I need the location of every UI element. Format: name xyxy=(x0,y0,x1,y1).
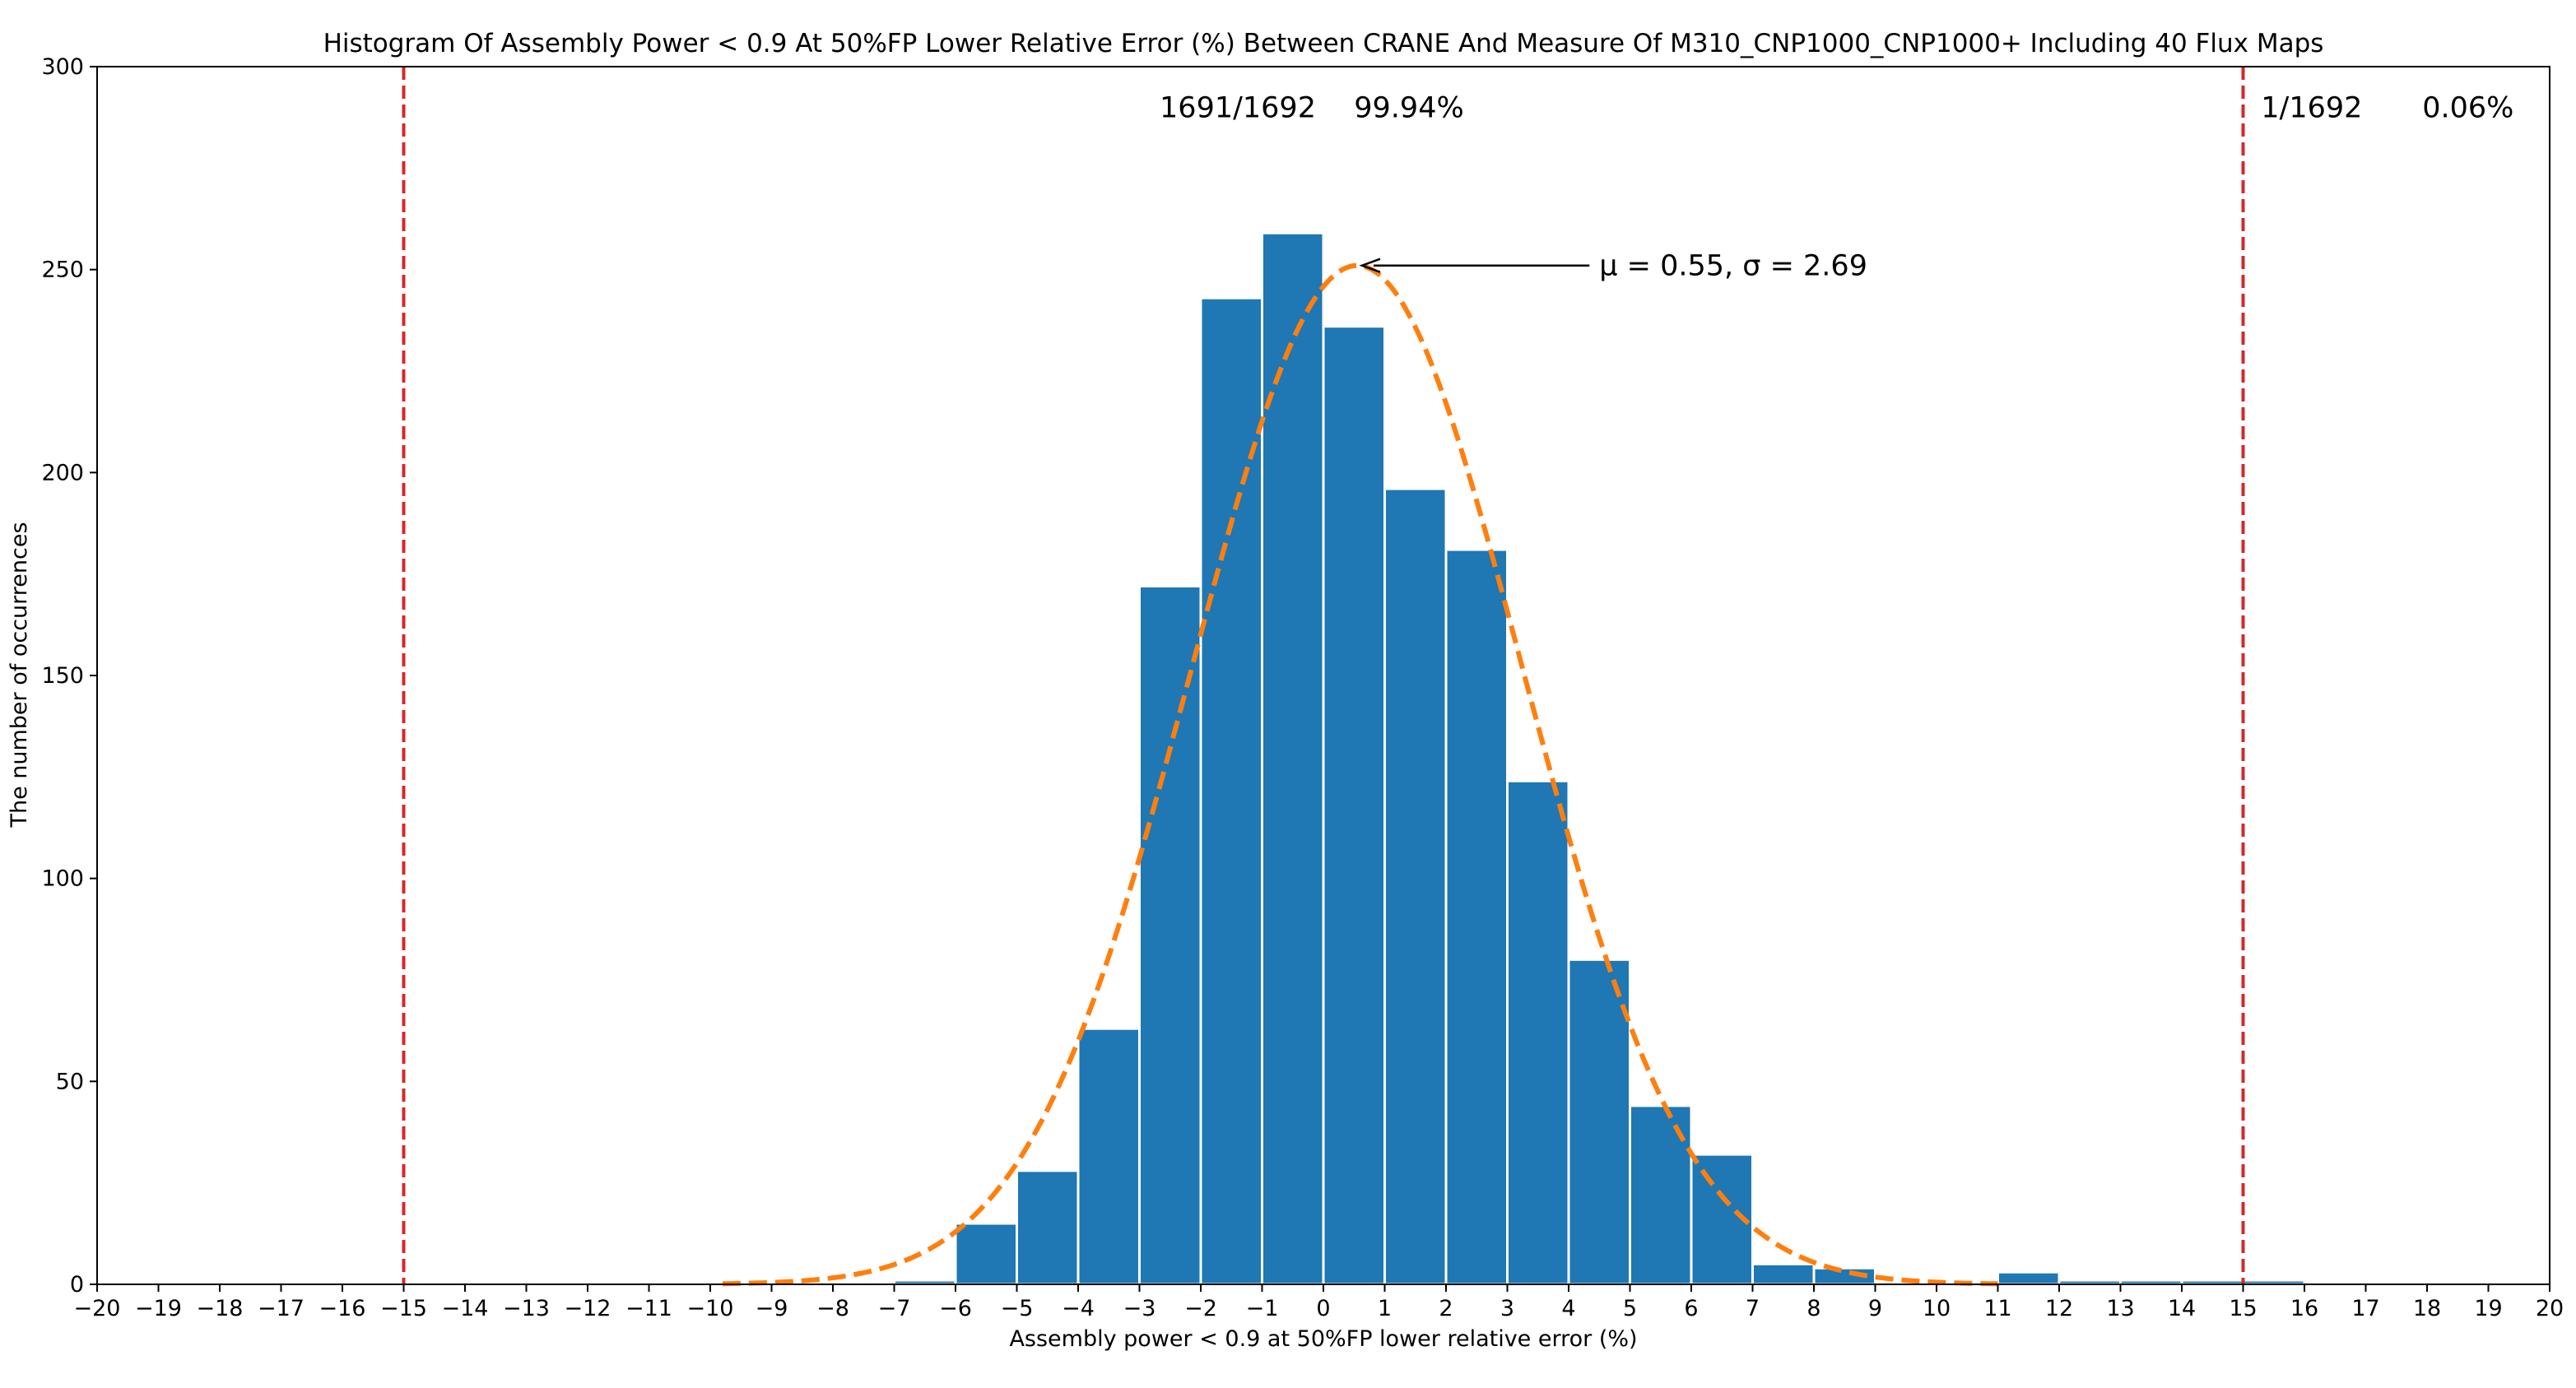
y-tick-label: 200 xyxy=(41,460,84,485)
histogram-bar xyxy=(1629,1104,1693,1286)
y-axis-label: The number of occurrences xyxy=(7,522,32,828)
x-tick-label: 18 xyxy=(2413,1296,2441,1321)
histogram-bar xyxy=(954,1222,1018,1286)
x-tick-label: −13 xyxy=(503,1296,550,1321)
histogram-bar xyxy=(1444,548,1509,1286)
fit-parameters-label: μ = 0.55, σ = 2.69 xyxy=(1599,250,1867,283)
x-tick-label: −19 xyxy=(135,1296,182,1321)
x-tick-label: −9 xyxy=(756,1296,788,1321)
x-tick-label: 20 xyxy=(2536,1296,2564,1321)
x-tick-label: 10 xyxy=(1923,1296,1951,1321)
x-tick-label: 14 xyxy=(2168,1296,2196,1321)
x-tick-label: −12 xyxy=(565,1296,611,1321)
y-tick-label: 0 xyxy=(70,1272,84,1297)
histogram-bar xyxy=(1261,231,1325,1286)
y-tick-label: 300 xyxy=(41,54,84,80)
x-tick-label: −6 xyxy=(939,1296,972,1321)
x-tick-label: 1 xyxy=(1378,1296,1392,1321)
x-tick-label: −8 xyxy=(816,1296,849,1321)
histogram-bar xyxy=(1751,1262,1816,1286)
histogram-bar xyxy=(1016,1169,1080,1286)
x-tick-label: −1 xyxy=(1246,1296,1279,1321)
x-tick-label: 5 xyxy=(1623,1296,1637,1321)
histogram-bar xyxy=(1997,1270,2061,1286)
x-tick-label: 17 xyxy=(2351,1296,2379,1321)
x-tick-label: 12 xyxy=(2045,1296,2073,1321)
y-tick-label: 50 xyxy=(56,1069,84,1094)
histogram-bar xyxy=(1567,958,1631,1286)
x-tick-label: −5 xyxy=(1001,1296,1034,1321)
limit-lines xyxy=(402,67,2245,1284)
x-axis-label: Assembly power < 0.9 at 50%FP lower rela… xyxy=(1009,1326,1637,1352)
annotation-arrow-head xyxy=(1359,258,1381,273)
x-tick-label: −20 xyxy=(74,1296,121,1321)
x-tick-label: −15 xyxy=(380,1296,427,1321)
histogram-bar xyxy=(1506,779,1570,1286)
histogram-bar xyxy=(1138,584,1202,1286)
chart-annotations: μ = 0.55, σ = 2.69 1691/1692 99.94% 1/1692 0… xyxy=(1160,91,2513,282)
histogram-bar xyxy=(1322,325,1386,1286)
x-tick-label: 16 xyxy=(2290,1296,2318,1321)
x-tick-label: 13 xyxy=(2106,1296,2134,1321)
x-tick-label: −7 xyxy=(878,1296,911,1321)
x-tick-label: −17 xyxy=(258,1296,305,1321)
x-tick-label: −3 xyxy=(1123,1296,1156,1321)
x-tick-label: 0 xyxy=(1316,1296,1330,1321)
y-axis-ticks: 0 50 100 150 200 250 300 xyxy=(41,54,97,1297)
x-tick-label: 6 xyxy=(1684,1296,1698,1321)
x-axis-ticks: −20 −19 −18 −17 −16 −15 −14 −13 −12 −11 −10 −9 −8 −7−… xyxy=(74,1284,2564,1321)
x-tick-label: 11 xyxy=(1983,1296,2011,1321)
x-tick-label: 15 xyxy=(2229,1296,2257,1321)
x-tick-label: 9 xyxy=(1868,1296,1882,1321)
x-tick-label: 2 xyxy=(1439,1296,1453,1321)
histogram-bars xyxy=(893,231,2306,1286)
x-tick-label: 8 xyxy=(1806,1296,1820,1321)
gaussian-fit-curve xyxy=(722,262,1998,1287)
x-tick-label: 19 xyxy=(2474,1296,2502,1321)
y-tick-label: 100 xyxy=(41,866,84,892)
x-tick-label: −18 xyxy=(197,1296,244,1321)
fit-curve-line xyxy=(722,262,1998,1287)
x-tick-label: −11 xyxy=(625,1296,672,1321)
outside-count-label: 1/1692 xyxy=(2261,91,2362,124)
outside-percent-label: 0.06% xyxy=(2422,91,2513,124)
x-tick-label: −10 xyxy=(687,1296,734,1321)
x-tick-label: −4 xyxy=(1062,1296,1095,1321)
x-tick-label: −16 xyxy=(319,1296,366,1321)
x-tick-label: 4 xyxy=(1561,1296,1575,1321)
x-tick-label: −14 xyxy=(442,1296,489,1321)
y-tick-label: 150 xyxy=(41,663,84,689)
inside-count-label: 1691/1692 xyxy=(1160,91,1316,124)
x-tick-label: 7 xyxy=(1746,1296,1760,1321)
x-tick-label: 3 xyxy=(1500,1296,1514,1321)
x-tick-label: −2 xyxy=(1184,1296,1217,1321)
histogram-bar xyxy=(1076,1027,1141,1286)
inside-percent-label: 99.94% xyxy=(1354,91,1463,124)
y-tick-label: 250 xyxy=(41,258,84,283)
chart-title: Histogram Of Assembly Power < 0.9 At 50%… xyxy=(323,29,2324,58)
histogram-bar xyxy=(1383,487,1448,1286)
